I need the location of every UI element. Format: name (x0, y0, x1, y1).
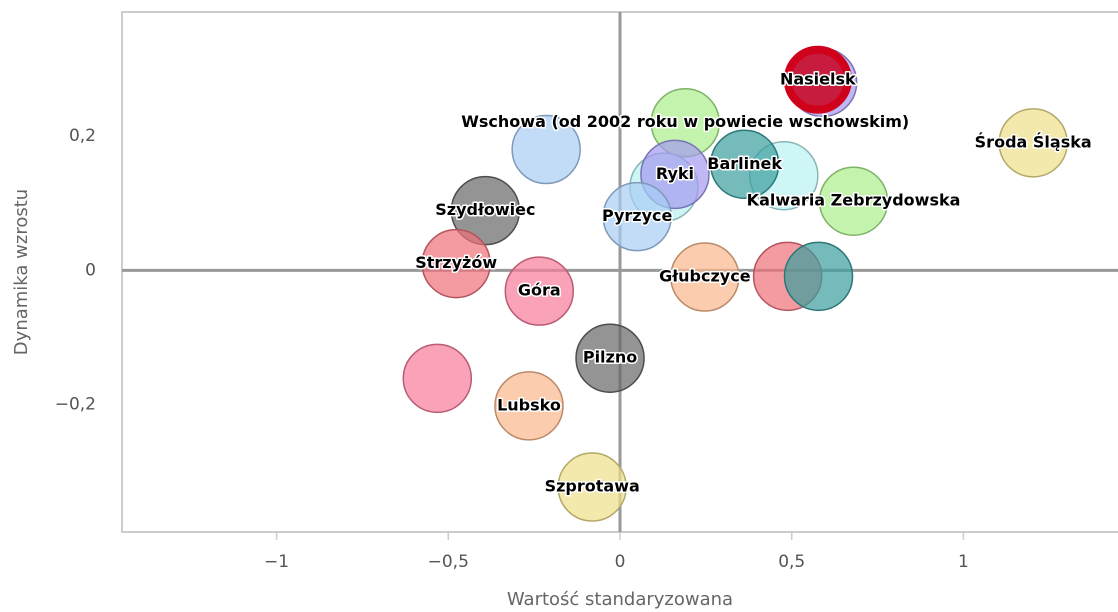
bubble (402, 343, 473, 414)
point-label: Kalwaria Zebrzydowska (747, 191, 961, 210)
point-label: Środa Śląska (975, 132, 1092, 151)
point-label: Pilzno (583, 348, 637, 367)
bubble (602, 181, 672, 252)
bubble (998, 108, 1068, 178)
bubble (818, 166, 889, 236)
bubble (783, 45, 852, 114)
point-label: Nasielsk (780, 69, 856, 88)
point-label: Ryki (656, 164, 694, 183)
y-axis-title: Dynamika wzrostu (11, 189, 32, 355)
point-label: Góra (518, 281, 561, 300)
bubble (557, 452, 627, 522)
point-label: Szprotawa (545, 477, 640, 496)
x-tick-label: 0,5 (778, 552, 805, 572)
point-label: Głubczyce (659, 267, 751, 286)
bubble (421, 228, 491, 299)
y-tick-label: 0,2 (69, 126, 96, 146)
bubble (450, 175, 521, 246)
y-tick-label: 0 (85, 260, 96, 280)
bubble (709, 129, 780, 200)
y-tick-label: −0,2 (55, 395, 96, 415)
bubble (504, 256, 575, 326)
point-label: Wschowa (od 2002 roku w powiecie wschows… (461, 112, 909, 131)
x-tick-label: −1 (264, 552, 289, 572)
x-tick-label: 1 (958, 552, 969, 572)
bubble (670, 242, 740, 312)
x-tick-label: 0 (615, 552, 626, 572)
bubble (494, 371, 564, 441)
point-label: Strzyżów (415, 253, 497, 272)
bubble (575, 323, 645, 393)
x-tick-label: −0,5 (428, 552, 469, 572)
x-axis-title: Wartość standaryzowana (507, 589, 733, 610)
point-label: Pyrzyce (602, 206, 673, 225)
bubble (783, 241, 854, 312)
bubble (511, 114, 581, 185)
point-label: Barlinek (707, 154, 782, 173)
point-label: Lubsko (497, 395, 561, 414)
point-label: Szydłowiec (435, 200, 535, 219)
